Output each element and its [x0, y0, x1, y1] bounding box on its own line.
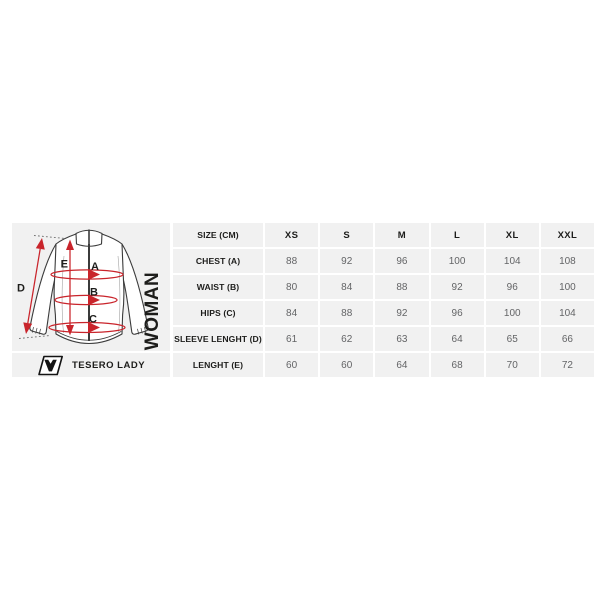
size-value-cell: 84 [265, 301, 319, 325]
jacket-measurement-diagram: A B C D E [17, 229, 149, 344]
size-value-cell: 64 [430, 327, 484, 351]
column-header-xl: XL [485, 223, 539, 247]
chest-arrowhead [88, 269, 100, 280]
size-value-cell: 100 [540, 275, 594, 299]
row-label-waist: WAIST (B) [173, 275, 263, 299]
row-label-hips: HIPS (C) [173, 301, 263, 325]
row-label-chest: CHEST (A) [173, 249, 263, 273]
size-value-cell: 63 [375, 327, 429, 351]
size-value-cell: 92 [320, 249, 374, 273]
size-table-row-length: LENGHT (E) 60 60 64 68 70 72 [173, 353, 594, 377]
size-table-row-sleeve-length: SLEEVE LENGHT (D) 61 62 63 64 65 66 [173, 327, 594, 351]
size-value-cell: 88 [265, 249, 319, 273]
size-unit-header-cell: SIZE (CM) [173, 223, 263, 247]
measure-label-c: C [89, 314, 97, 326]
size-value-cell: 92 [430, 275, 484, 299]
gender-label: WOMAN [142, 271, 163, 351]
right-sleeve [119, 243, 149, 335]
size-value-cell: 68 [430, 353, 484, 377]
measure-label-e: E [61, 259, 68, 271]
product-brand-row: TESERO LADY [12, 353, 170, 377]
size-value-cell: 96 [430, 301, 484, 325]
measure-label-b: B [90, 287, 98, 299]
sleeve-arrowhead-bottom [23, 322, 33, 334]
size-table-header-row: SIZE (CM) XS S M L XL XXL [173, 223, 594, 247]
waist-measure-ellipse [54, 294, 118, 306]
size-value-cell: 84 [320, 275, 374, 299]
size-table-row-chest: CHEST (A) 88 92 96 100 104 108 [173, 249, 594, 273]
column-header-xxl: XXL [540, 223, 594, 247]
diagram-column: A B C D E WOMAN TESERO LADY [12, 223, 170, 377]
size-value-cell: 61 [265, 327, 319, 351]
column-header-s: S [320, 223, 374, 247]
size-value-cell: 96 [375, 249, 429, 273]
size-value-cell: 104 [485, 249, 539, 273]
size-value-cell: 62 [320, 327, 374, 351]
size-value-cell: 96 [485, 275, 539, 299]
column-header-xs: XS [265, 223, 319, 247]
row-label-sleeve-length: SLEEVE LENGHT (D) [173, 327, 263, 351]
product-name: TESERO LADY [71, 359, 146, 371]
sleeve-guide-line-bottom [18, 335, 51, 339]
size-table: SIZE (CM) XS S M L XL XXL CHEST (A) 88 9… [173, 223, 594, 377]
size-value-cell: 88 [320, 301, 374, 325]
size-value-cell: 70 [485, 353, 539, 377]
logo-v-mark [44, 359, 57, 371]
size-value-cell: 65 [485, 327, 539, 351]
measure-letter-labels: A B C D E [17, 259, 99, 326]
jacket-diagram-panel: A B C D E WOMAN [12, 223, 170, 351]
column-header-m: M [375, 223, 429, 247]
hips-measure-ellipse [48, 321, 126, 334]
size-table-row-waist: WAIST (B) 80 84 88 92 96 100 [173, 275, 594, 299]
measurement-arrowheads [23, 238, 100, 336]
size-chart-content: A B C D E WOMAN TESERO LADY [12, 223, 594, 377]
left-sleeve [29, 243, 59, 335]
size-value-cell: 60 [320, 353, 374, 377]
cuff-ribbing [31, 326, 147, 335]
size-value-cell: 80 [265, 275, 319, 299]
size-table-row-hips: HIPS (C) 84 88 92 96 100 104 [173, 301, 594, 325]
hips-arrowhead [88, 322, 100, 333]
length-arrowhead-top [66, 239, 74, 250]
measure-label-d: D [17, 283, 25, 295]
waist-arrowhead [88, 294, 100, 306]
length-arrowhead-bottom [66, 325, 74, 336]
size-value-cell: 108 [540, 249, 594, 273]
sleeve-guide-line-top [33, 235, 77, 240]
size-value-cell: 66 [540, 327, 594, 351]
measurement-overlays [27, 247, 126, 334]
size-value-cell: 60 [265, 353, 319, 377]
size-value-cell: 100 [430, 249, 484, 273]
size-value-cell: 88 [375, 275, 429, 299]
chest-measure-ellipse [50, 269, 124, 280]
row-label-length: LENGHT (E) [173, 353, 263, 377]
sleeve-measure-arrow [27, 248, 41, 324]
size-value-cell: 104 [540, 301, 594, 325]
brand-logo-icon [38, 355, 63, 375]
size-value-cell: 64 [375, 353, 429, 377]
size-value-cell: 92 [375, 301, 429, 325]
sleeve-arrowhead-top [35, 238, 45, 250]
column-header-l: L [430, 223, 484, 247]
size-value-cell: 72 [540, 353, 594, 377]
size-value-cell: 100 [485, 301, 539, 325]
measure-label-a: A [91, 261, 99, 273]
